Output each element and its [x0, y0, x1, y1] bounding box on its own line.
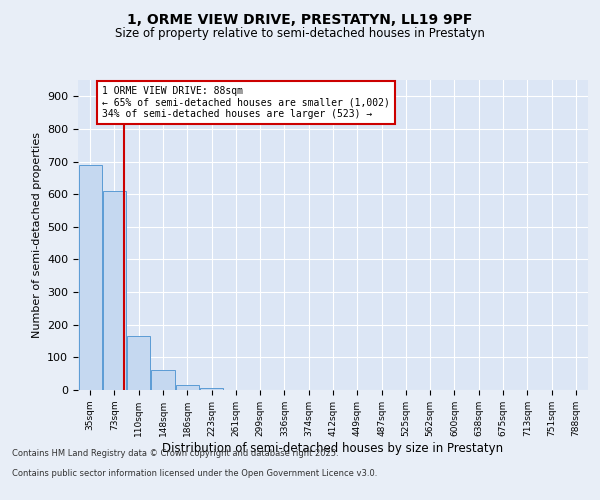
Bar: [151, 370, 175, 390]
Text: Contains HM Land Registry data © Crown copyright and database right 2025.: Contains HM Land Registry data © Crown c…: [12, 448, 338, 458]
Bar: [127, 336, 150, 390]
Text: Contains public sector information licensed under the Open Government Licence v3: Contains public sector information licen…: [12, 468, 377, 477]
Bar: [103, 191, 126, 390]
Text: Size of property relative to semi-detached houses in Prestatyn: Size of property relative to semi-detach…: [115, 28, 485, 40]
Y-axis label: Number of semi-detached properties: Number of semi-detached properties: [32, 132, 41, 338]
Bar: [176, 385, 199, 390]
Text: 1, ORME VIEW DRIVE, PRESTATYN, LL19 9PF: 1, ORME VIEW DRIVE, PRESTATYN, LL19 9PF: [127, 12, 473, 26]
Bar: [200, 388, 223, 390]
X-axis label: Distribution of semi-detached houses by size in Prestatyn: Distribution of semi-detached houses by …: [163, 442, 503, 454]
Bar: [79, 165, 101, 390]
Text: 1 ORME VIEW DRIVE: 88sqm
← 65% of semi-detached houses are smaller (1,002)
34% o: 1 ORME VIEW DRIVE: 88sqm ← 65% of semi-d…: [102, 86, 390, 120]
